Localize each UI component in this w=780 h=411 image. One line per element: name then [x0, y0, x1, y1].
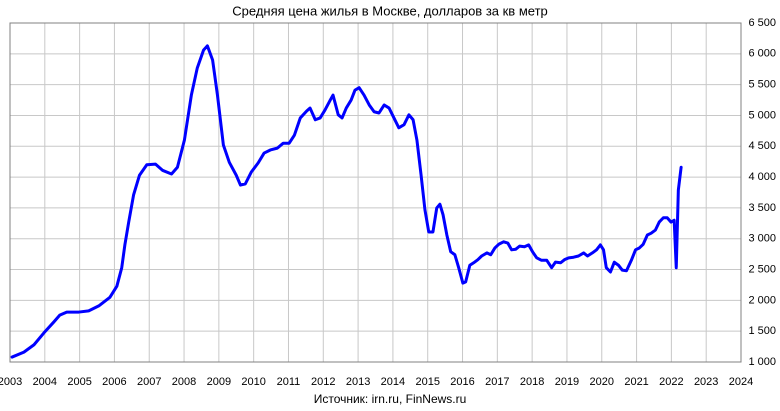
- x-tick-label: 2023: [694, 376, 718, 388]
- x-tick-label: 2018: [520, 376, 544, 388]
- y-tick-label: 2 000: [748, 294, 776, 306]
- y-tick-label: 2 500: [748, 263, 776, 275]
- source: Источник: irn.ru, FinNews.ru: [314, 392, 467, 406]
- x-tick-label: 2019: [555, 376, 579, 388]
- x-tick-label: 2004: [33, 376, 57, 388]
- x-tick-label: 2003: [0, 376, 22, 388]
- x-tick-label: 2017: [485, 376, 509, 388]
- y-tick-label: 1 500: [748, 325, 776, 337]
- x-tick-label: 2006: [102, 376, 126, 388]
- x-tick-label: 2009: [207, 376, 231, 388]
- x-tick-label: 2008: [172, 376, 196, 388]
- x-tick-label: 2010: [241, 376, 265, 388]
- x-tick-label: 2021: [624, 376, 648, 388]
- y-tick-label: 4 000: [748, 171, 776, 183]
- x-tick-label: 2012: [311, 376, 335, 388]
- chart-title: Средняя цена жилья в Москве, долларов за…: [232, 3, 548, 18]
- x-tick-label: 2014: [381, 376, 405, 388]
- x-tick-label: 2020: [590, 376, 614, 388]
- y-tick-label: 5 500: [748, 79, 776, 91]
- x-tick-label: 2024: [729, 376, 753, 388]
- x-tick-label: 2005: [67, 376, 91, 388]
- plot-border: [9, 22, 742, 363]
- y-tick-label: 4 500: [748, 140, 776, 152]
- y-tick-label: 5 000: [748, 109, 776, 121]
- x-tick-label: 2011: [277, 376, 301, 388]
- x-tick-label: 2013: [346, 376, 370, 388]
- x-tick-label: 2015: [415, 376, 439, 388]
- x-tick-label: 2022: [659, 376, 683, 388]
- y-tick-label: 3 000: [748, 233, 776, 245]
- x-tick-label: 2016: [450, 376, 474, 388]
- x-tick-label: 2007: [137, 376, 161, 388]
- y-tick-label: 3 500: [748, 202, 776, 214]
- y-tick-label: 1 000: [748, 356, 776, 368]
- line: [10, 44, 683, 359]
- y-tick-label: 6 000: [748, 48, 776, 60]
- y-tick-label: 6 500: [748, 17, 776, 29]
